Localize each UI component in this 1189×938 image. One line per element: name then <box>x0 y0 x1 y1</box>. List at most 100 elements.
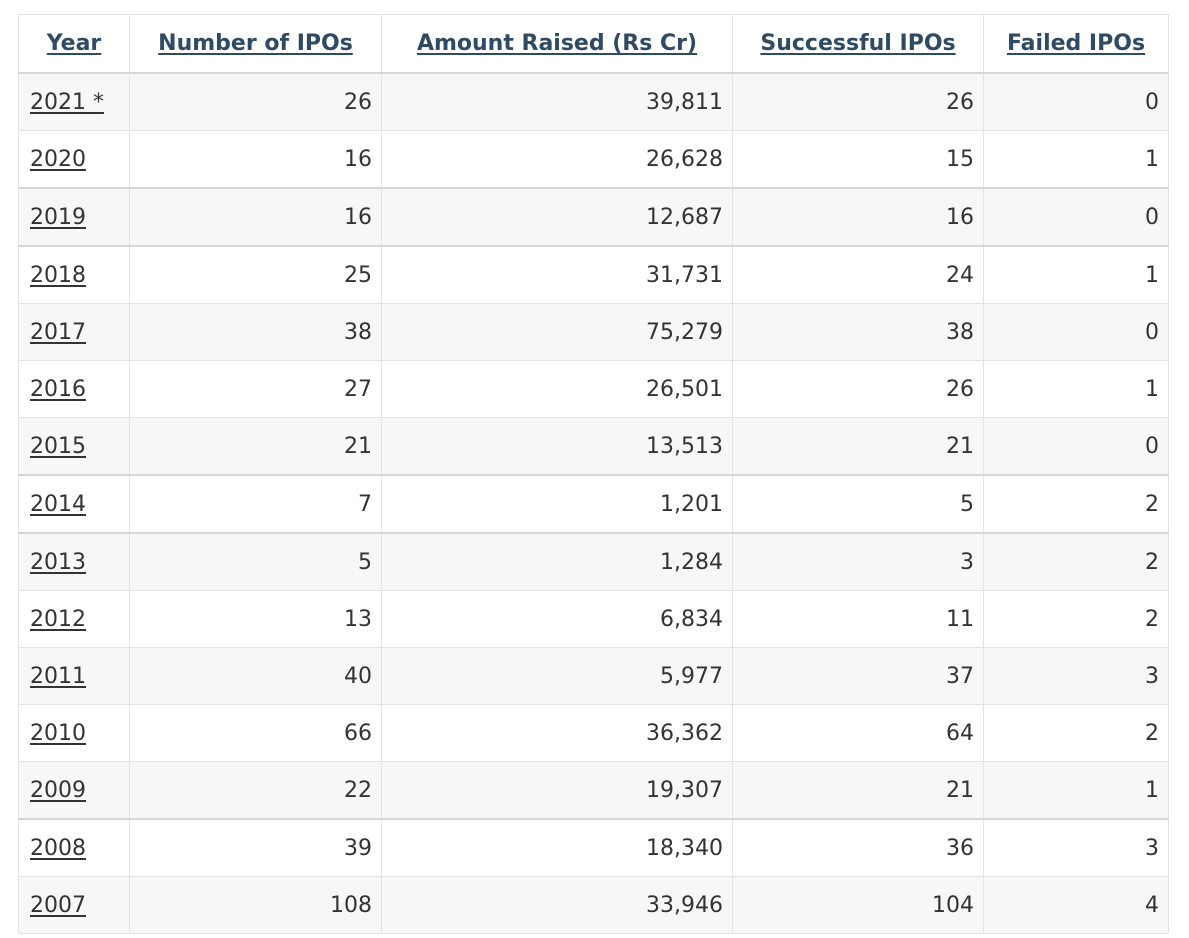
number-of-ipos-cell: 21 <box>129 417 382 476</box>
amount-raised-cell: 1,201 <box>381 474 733 534</box>
year-link[interactable]: 2008 <box>30 835 86 861</box>
year-cell[interactable]: 2015 <box>18 417 130 476</box>
year-link[interactable]: 2019 <box>30 204 86 230</box>
failed-ipos-cell: 2 <box>983 704 1169 762</box>
table-row: 2021 * 26 39,811 26 0 <box>18 72 1169 131</box>
year-link[interactable]: 2013 <box>30 549 86 575</box>
table-header-row: Year Number of IPOs Amount Raised (Rs Cr… <box>18 14 1169 74</box>
year-link[interactable]: 2010 <box>30 720 86 746</box>
number-of-ipos-cell: 16 <box>129 187 382 247</box>
table-row: 2011 40 5,977 37 3 <box>18 647 1169 705</box>
ipo-table-container: Year Number of IPOs Amount Raised (Rs Cr… <box>18 14 1169 934</box>
successful-ipos-cell: 11 <box>732 590 984 648</box>
ipo-statistics-table: Year Number of IPOs Amount Raised (Rs Cr… <box>18 14 1169 934</box>
year-cell[interactable]: 2021 * <box>18 72 130 131</box>
number-of-ipos-cell: 22 <box>129 761 382 820</box>
table-row: 2014 7 1,201 5 2 <box>18 474 1169 534</box>
successful-ipos-cell: 16 <box>732 187 984 247</box>
year-link[interactable]: 2015 <box>30 433 86 459</box>
amount-raised-cell: 75,279 <box>381 303 733 361</box>
sort-by-amount-raised-link[interactable]: Amount Raised (Rs Cr) <box>416 31 698 56</box>
sort-by-failed-ipos-link[interactable]: Failed IPOs <box>1006 31 1146 56</box>
year-link[interactable]: 2018 <box>30 262 86 288</box>
failed-ipos-cell: 2 <box>983 590 1169 648</box>
amount-raised-cell: 31,731 <box>381 245 733 304</box>
table-row: 2017 38 75,279 38 0 <box>18 303 1169 361</box>
failed-ipos-cell: 3 <box>983 818 1169 877</box>
successful-ipos-cell: 26 <box>732 360 984 418</box>
failed-ipos-cell: 0 <box>983 303 1169 361</box>
number-of-ipos-cell: 5 <box>129 532 382 591</box>
year-link[interactable]: 2014 <box>30 491 86 517</box>
amount-raised-cell: 18,340 <box>381 818 733 877</box>
year-cell[interactable]: 2016 <box>18 360 130 418</box>
successful-ipos-cell: 15 <box>732 130 984 189</box>
number-of-ipos-cell: 108 <box>129 876 382 934</box>
header-year[interactable]: Year <box>18 14 130 74</box>
table-row: 2010 66 36,362 64 2 <box>18 704 1169 762</box>
amount-raised-cell: 19,307 <box>381 761 733 820</box>
year-cell[interactable]: 2010 <box>18 704 130 762</box>
year-cell[interactable]: 2008 <box>18 818 130 877</box>
year-cell[interactable]: 2007 <box>18 876 130 934</box>
header-number-of-ipos[interactable]: Number of IPOs <box>129 14 382 74</box>
successful-ipos-cell: 21 <box>732 761 984 820</box>
amount-raised-cell: 1,284 <box>381 532 733 591</box>
amount-raised-cell: 13,513 <box>381 417 733 476</box>
successful-ipos-cell: 26 <box>732 72 984 131</box>
amount-raised-cell: 26,628 <box>381 130 733 189</box>
year-link[interactable]: 2017 <box>30 319 86 345</box>
year-cell[interactable]: 2014 <box>18 474 130 534</box>
number-of-ipos-cell: 66 <box>129 704 382 762</box>
successful-ipos-cell: 64 <box>732 704 984 762</box>
table-row: 2019 16 12,687 16 0 <box>18 187 1169 247</box>
sort-by-number-of-ipos-link[interactable]: Number of IPOs <box>158 31 353 56</box>
amount-raised-cell: 33,946 <box>381 876 733 934</box>
year-cell[interactable]: 2018 <box>18 245 130 304</box>
header-successful-ipos[interactable]: Successful IPOs <box>732 14 984 74</box>
amount-raised-cell: 36,362 <box>381 704 733 762</box>
amount-raised-cell: 12,687 <box>381 187 733 247</box>
header-amount-raised[interactable]: Amount Raised (Rs Cr) <box>381 14 733 74</box>
year-link[interactable]: 2009 <box>30 777 86 803</box>
year-link[interactable]: 2016 <box>30 376 86 402</box>
successful-ipos-cell: 38 <box>732 303 984 361</box>
number-of-ipos-cell: 16 <box>129 130 382 189</box>
sort-by-successful-ipos-link[interactable]: Successful IPOs <box>760 31 956 56</box>
number-of-ipos-cell: 39 <box>129 818 382 877</box>
year-cell[interactable]: 2009 <box>18 761 130 820</box>
year-link[interactable]: 2021 * <box>30 89 104 115</box>
table-row: 2015 21 13,513 21 0 <box>18 417 1169 476</box>
year-link[interactable]: 2020 <box>30 146 86 172</box>
header-failed-ipos[interactable]: Failed IPOs <box>983 14 1169 74</box>
failed-ipos-cell: 4 <box>983 876 1169 934</box>
table-row: 2020 16 26,628 15 1 <box>18 130 1169 189</box>
year-cell[interactable]: 2019 <box>18 187 130 247</box>
number-of-ipos-cell: 27 <box>129 360 382 418</box>
number-of-ipos-cell: 38 <box>129 303 382 361</box>
table-row: 2013 5 1,284 3 2 <box>18 532 1169 591</box>
year-cell[interactable]: 2017 <box>18 303 130 361</box>
amount-raised-cell: 26,501 <box>381 360 733 418</box>
year-cell[interactable]: 2012 <box>18 590 130 648</box>
sort-by-year-link[interactable]: Year <box>46 31 102 56</box>
number-of-ipos-cell: 13 <box>129 590 382 648</box>
successful-ipos-cell: 24 <box>732 245 984 304</box>
year-link[interactable]: 2012 <box>30 606 86 632</box>
year-cell[interactable]: 2011 <box>18 647 130 705</box>
amount-raised-cell: 6,834 <box>381 590 733 648</box>
failed-ipos-cell: 2 <box>983 532 1169 591</box>
amount-raised-cell: 39,811 <box>381 72 733 131</box>
year-link[interactable]: 2007 <box>30 892 86 918</box>
failed-ipos-cell: 3 <box>983 647 1169 705</box>
year-cell[interactable]: 2013 <box>18 532 130 591</box>
failed-ipos-cell: 1 <box>983 245 1169 304</box>
year-cell[interactable]: 2020 <box>18 130 130 189</box>
year-link[interactable]: 2011 <box>30 663 86 689</box>
number-of-ipos-cell: 25 <box>129 245 382 304</box>
table-row: 2009 22 19,307 21 1 <box>18 761 1169 820</box>
successful-ipos-cell: 36 <box>732 818 984 877</box>
failed-ipos-cell: 0 <box>983 187 1169 247</box>
failed-ipos-cell: 1 <box>983 761 1169 820</box>
failed-ipos-cell: 1 <box>983 130 1169 189</box>
